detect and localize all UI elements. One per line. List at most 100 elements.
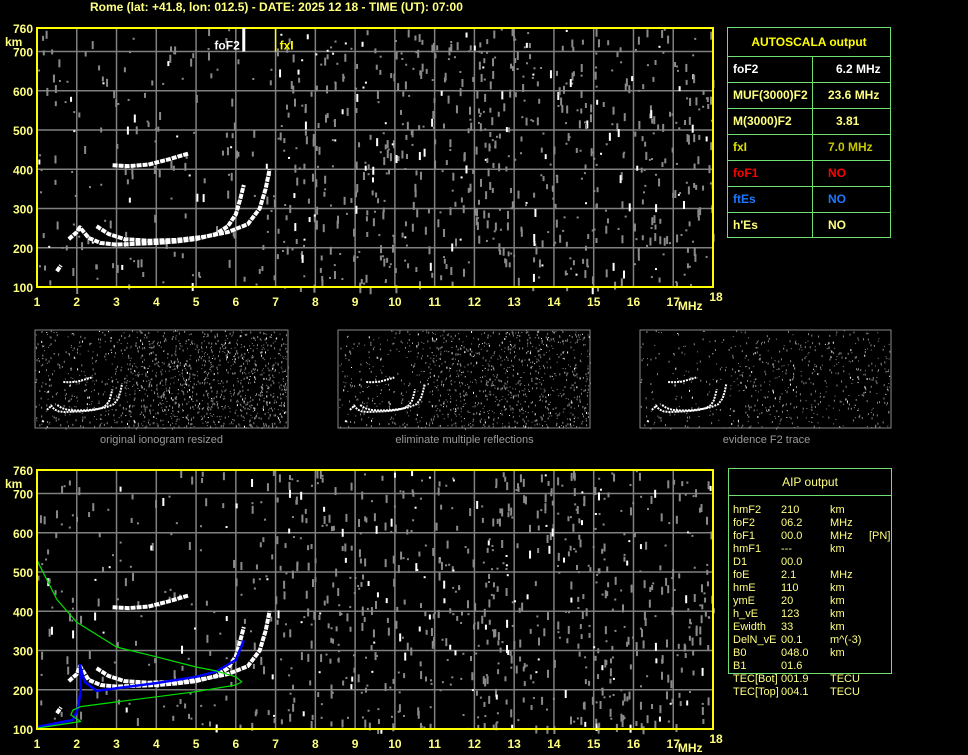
- noise-pixel: [266, 578, 269, 581]
- noise-pixel: [536, 378, 538, 380]
- noise-pixel: [566, 374, 568, 377]
- noise-pixel: [559, 412, 561, 414]
- noise-pixel: [521, 331, 523, 333]
- noise-pixel: [800, 399, 802, 402]
- noise-pixel: [499, 249, 502, 255]
- noise-pixel: [285, 421, 287, 424]
- noise-pixel: [402, 557, 405, 560]
- noise-pixel: [494, 629, 497, 638]
- noise-pixel: [326, 85, 329, 94]
- x-tick-label: 13: [507, 295, 521, 309]
- noise-pixel: [539, 354, 541, 356]
- noise-pixel: [396, 606, 399, 612]
- noise-pixel: [131, 330, 133, 333]
- noise-pixel: [104, 391, 106, 393]
- x-tick-label: 6: [232, 295, 239, 309]
- noise-pixel: [372, 348, 374, 351]
- noise-pixel: [767, 396, 769, 398]
- noise-pixel: [606, 591, 609, 597]
- noise-pixel: [439, 347, 441, 350]
- noise-pixel: [847, 402, 849, 404]
- noise-pixel: [73, 333, 75, 336]
- noise-pixel: [316, 482, 319, 485]
- noise-pixel: [209, 650, 212, 656]
- noise-pixel: [547, 346, 549, 348]
- noise-pixel: [842, 335, 844, 338]
- noise-pixel: [460, 416, 462, 418]
- noise-pixel: [600, 152, 603, 155]
- noise-pixel: [855, 356, 857, 359]
- noise-pixel: [74, 405, 76, 407]
- noise-pixel: [552, 697, 555, 700]
- noise-pixel: [86, 407, 88, 409]
- noise-pixel: [131, 494, 134, 500]
- noise-pixel: [574, 550, 577, 553]
- noise-pixel: [565, 82, 568, 85]
- noise-pixel: [254, 368, 256, 371]
- noise-pixel: [443, 330, 445, 333]
- noise-pixel: [651, 392, 653, 394]
- noise-pixel: [296, 479, 299, 482]
- noise-pixel: [251, 151, 254, 157]
- noise-pixel: [689, 416, 691, 419]
- noise-pixel: [210, 399, 212, 402]
- noise-pixel: [99, 423, 101, 426]
- noise-pixel: [391, 330, 393, 333]
- noise-pixel: [128, 356, 130, 359]
- noise-pixel: [69, 384, 71, 387]
- noise-pixel: [176, 367, 178, 369]
- noise-pixel: [732, 410, 734, 413]
- noise-pixel: [90, 403, 92, 405]
- noise-pixel: [441, 370, 443, 373]
- noise-pixel: [274, 332, 276, 334]
- noise-pixel: [450, 395, 452, 397]
- noise-pixel: [797, 343, 799, 345]
- noise-pixel: [698, 134, 701, 140]
- noise-pixel: [876, 393, 878, 395]
- noise-pixel: [686, 481, 689, 484]
- noise-pixel: [589, 567, 592, 573]
- noise-pixel: [583, 172, 586, 175]
- noise-pixel: [470, 122, 473, 131]
- noise-pixel: [820, 366, 822, 369]
- noise-pixel: [850, 407, 852, 410]
- noise-pixel: [814, 399, 816, 402]
- noise-pixel: [586, 376, 588, 378]
- noise-pixel: [273, 393, 275, 395]
- noise-pixel: [407, 29, 410, 38]
- noise-pixel: [738, 390, 740, 392]
- noise-pixel: [504, 408, 506, 411]
- noise-pixel: [432, 547, 435, 556]
- noise-pixel: [523, 681, 526, 687]
- noise-pixel: [492, 384, 494, 386]
- noise-pixel: [442, 256, 445, 259]
- noise-pixel: [574, 334, 576, 336]
- noise-pixel: [101, 676, 104, 682]
- noise-pixel: [695, 628, 698, 637]
- noise-pixel: [377, 719, 380, 725]
- noise-pixel: [239, 391, 241, 393]
- noise-pixel: [178, 418, 180, 420]
- noise-pixel: [429, 723, 432, 729]
- noise-pixel: [710, 96, 713, 105]
- noise-pixel: [569, 545, 572, 551]
- noise-pixel: [551, 528, 554, 537]
- noise-pixel: [573, 389, 575, 392]
- noise-pixel: [159, 396, 161, 398]
- noise-pixel: [273, 718, 276, 724]
- noise-pixel: [526, 594, 529, 600]
- noise-pixel: [611, 645, 614, 651]
- noise-pixel: [193, 426, 195, 428]
- noise-pixel: [285, 356, 287, 358]
- noise-pixel: [477, 404, 479, 406]
- noise-pixel: [672, 373, 674, 375]
- noise-pixel: [519, 339, 521, 342]
- noise-pixel: [487, 212, 490, 218]
- noise-pixel: [245, 360, 247, 362]
- noise-pixel: [564, 371, 566, 374]
- noise-pixel: [579, 400, 581, 403]
- noise-pixel: [561, 395, 563, 398]
- noise-pixel: [294, 223, 297, 232]
- noise-pixel: [546, 424, 548, 426]
- noise-pixel: [663, 237, 666, 246]
